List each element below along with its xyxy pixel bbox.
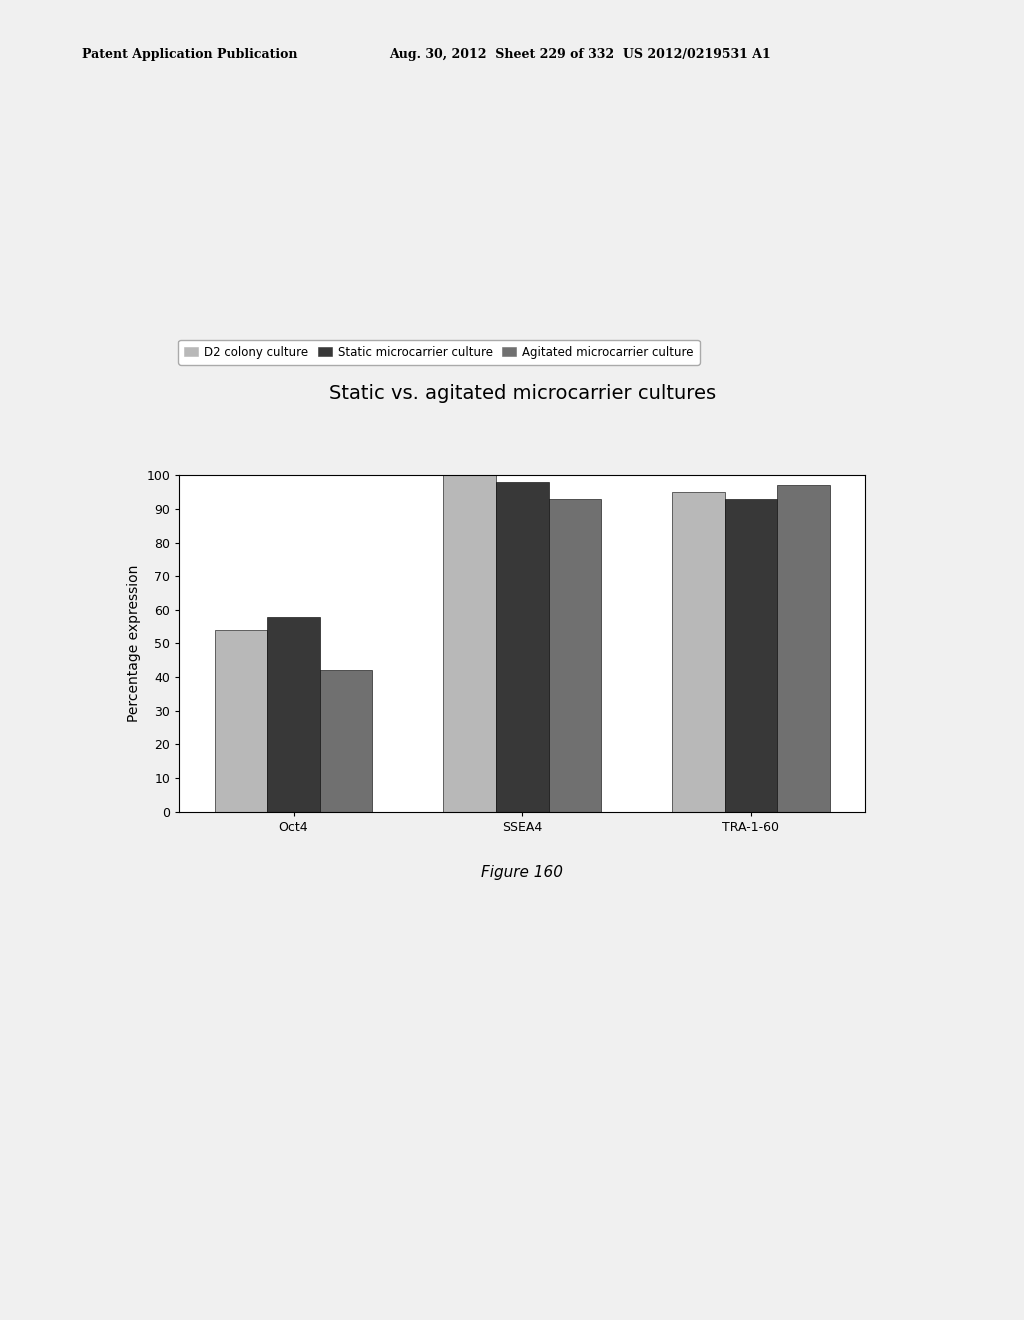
Bar [777, 486, 829, 812]
Legend: D2 colony culture, Static microcarrier culture, Agitated microcarrier culture: D2 colony culture, Static microcarrier c… [178, 339, 699, 364]
Text: Static vs. agitated microcarrier cultures: Static vs. agitated microcarrier culture… [329, 384, 716, 403]
Bar [443, 475, 496, 812]
Bar [215, 630, 267, 812]
Text: Aug. 30, 2012  Sheet 229 of 332  US 2012/0219531 A1: Aug. 30, 2012 Sheet 229 of 332 US 2012/0… [389, 48, 771, 61]
Text: Patent Application Publication: Patent Application Publication [82, 48, 297, 61]
Bar [319, 671, 373, 812]
Bar [496, 482, 549, 812]
Bar [267, 616, 319, 812]
Bar [725, 499, 777, 812]
Bar [672, 492, 725, 812]
Text: Figure 160: Figure 160 [481, 865, 563, 879]
Bar [549, 499, 601, 812]
Y-axis label: Percentage expression: Percentage expression [127, 565, 140, 722]
